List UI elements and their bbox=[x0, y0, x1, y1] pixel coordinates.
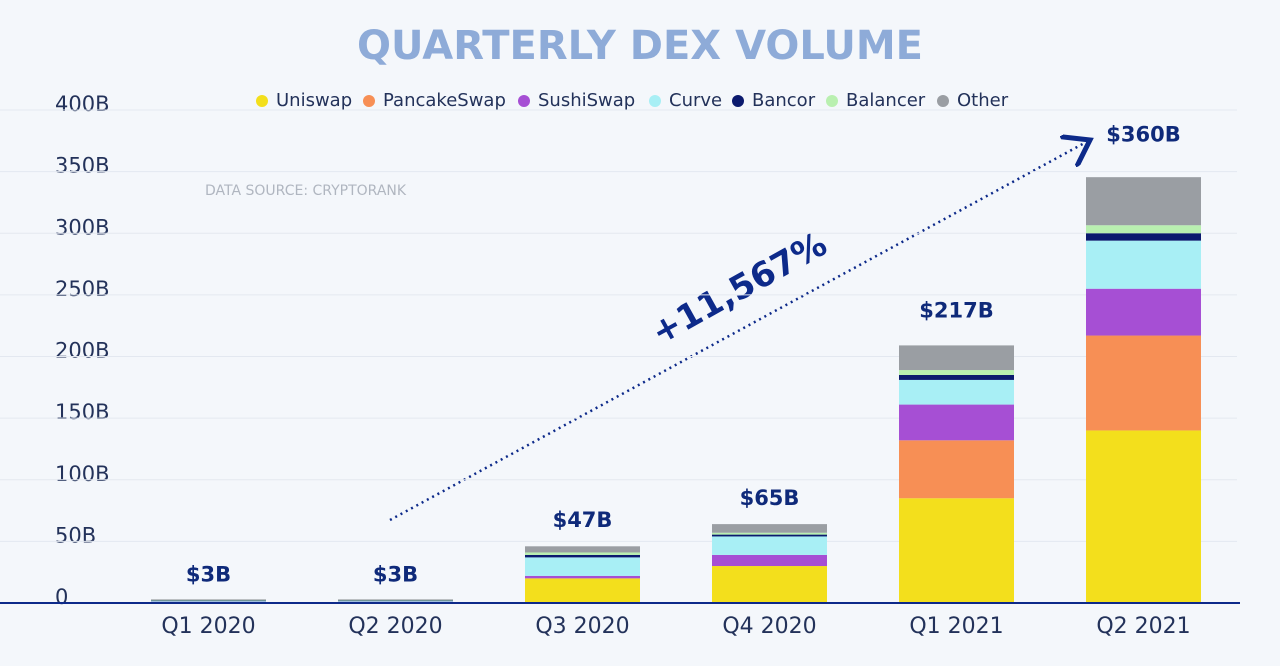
total-label: $47B bbox=[553, 508, 613, 532]
total-label: $3B bbox=[373, 562, 418, 586]
bar-segment bbox=[1086, 233, 1201, 241]
x-tick-label: Q2 2020 bbox=[348, 614, 442, 639]
y-tick-label: 200B bbox=[55, 339, 110, 363]
bar-segment bbox=[899, 440, 1014, 499]
x-tick-label: Q1 2020 bbox=[161, 614, 255, 639]
bar-segment bbox=[899, 379, 1014, 405]
bar-segment bbox=[712, 554, 827, 567]
bar-segment bbox=[899, 498, 1014, 603]
legend-swatch bbox=[649, 95, 661, 107]
total-label: $3B bbox=[186, 562, 231, 586]
bar-segment bbox=[151, 601, 266, 602]
bar-segment bbox=[525, 578, 640, 603]
bar-segment bbox=[899, 374, 1014, 380]
bar-segment bbox=[151, 599, 266, 600]
legend-label: Other bbox=[957, 90, 1009, 111]
bar-segment bbox=[525, 546, 640, 553]
bar-segment bbox=[899, 370, 1014, 375]
bar-segment bbox=[1086, 240, 1201, 289]
chart-title: QUARTERLY DEX VOLUME bbox=[357, 23, 923, 69]
y-tick-label: 250B bbox=[55, 277, 110, 301]
bar-segment bbox=[338, 600, 453, 602]
bar-segment bbox=[712, 566, 827, 603]
growth-label: +11,567% bbox=[645, 224, 834, 353]
total-label: $217B bbox=[919, 299, 993, 323]
bar-segment bbox=[151, 600, 266, 602]
legend-label: SushiSwap bbox=[538, 90, 635, 111]
legend-label: Balancer bbox=[846, 90, 926, 111]
bar-segment bbox=[712, 536, 827, 555]
bar-segment bbox=[338, 601, 453, 602]
bar-segment bbox=[151, 599, 266, 601]
total-label: $65B bbox=[740, 486, 800, 510]
legend-swatch bbox=[518, 95, 530, 107]
y-tick-label: 300B bbox=[55, 215, 110, 239]
legend-swatch bbox=[363, 95, 375, 107]
bar-segment bbox=[1086, 177, 1201, 226]
bar-segment bbox=[1086, 335, 1201, 431]
y-tick-label: 400B bbox=[55, 92, 110, 116]
x-tick-label: Q3 2020 bbox=[535, 614, 629, 639]
bar-segment bbox=[525, 557, 640, 576]
legend-label: Bancor bbox=[752, 90, 816, 111]
source-note: DATA SOURCE: CRYPTORANK bbox=[205, 183, 407, 199]
bar-segment bbox=[1086, 225, 1201, 234]
trend-arrow bbox=[389, 140, 1090, 522]
legend-label: Uniswap bbox=[276, 90, 352, 111]
x-tick-label: Q1 2021 bbox=[909, 614, 1003, 639]
bar-segment bbox=[525, 575, 640, 579]
x-tick-label: Q4 2020 bbox=[722, 614, 816, 639]
bar-segment bbox=[338, 599, 453, 601]
bar-segment bbox=[338, 599, 453, 600]
x-tick-label: Q2 2021 bbox=[1096, 614, 1190, 639]
legend-swatch bbox=[732, 95, 744, 107]
y-tick-label: 350B bbox=[55, 154, 110, 178]
bar-segment bbox=[712, 532, 827, 535]
bar-segment bbox=[1086, 430, 1201, 603]
legend-label: PancakeSwap bbox=[383, 90, 506, 111]
total-label: $360B bbox=[1106, 122, 1180, 146]
bar-segment bbox=[1086, 288, 1201, 336]
bar-segment bbox=[712, 524, 827, 533]
bar-segment bbox=[525, 552, 640, 555]
legend-swatch bbox=[256, 95, 268, 107]
legend-swatch bbox=[937, 95, 949, 107]
y-tick-label: 0 bbox=[55, 585, 68, 609]
y-tick-label: 100B bbox=[55, 462, 110, 486]
legend-swatch bbox=[826, 95, 838, 107]
bar-segment bbox=[525, 554, 640, 558]
y-tick-label: 150B bbox=[55, 400, 110, 424]
legend-label: Curve bbox=[669, 90, 722, 111]
y-tick-label: 50B bbox=[55, 523, 96, 547]
bar-segment bbox=[899, 404, 1014, 441]
bar-segment bbox=[712, 534, 827, 537]
bar-segment bbox=[899, 345, 1014, 371]
